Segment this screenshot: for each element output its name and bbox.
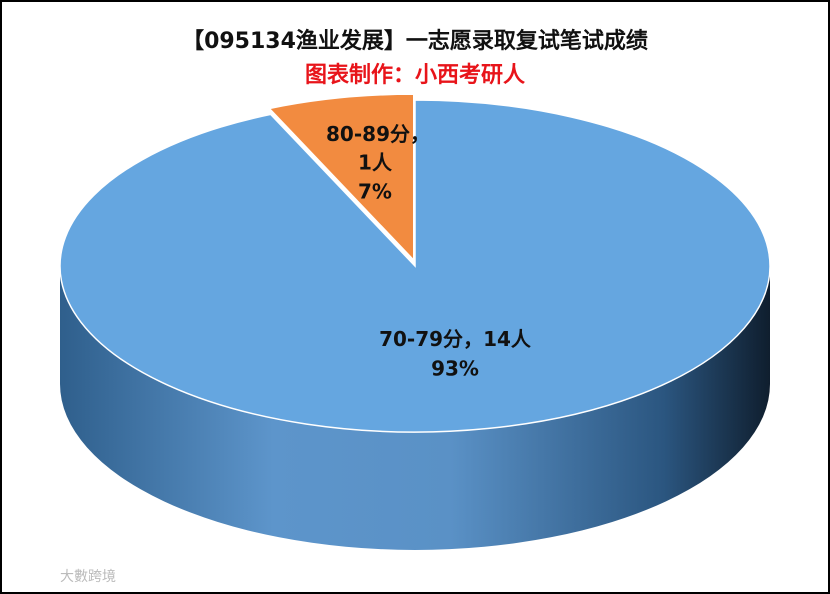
data-label: 80-89分， — [326, 122, 430, 146]
chart-subtitle: 图表制作：小西考研人 — [305, 63, 525, 88]
pie-slice — [267, 93, 415, 263]
pie-slice — [59, 99, 771, 433]
data-label: 70-79分，14人 — [379, 327, 532, 351]
chart-title: 【095134渔业发展】一志愿录取复试笔试成绩 — [182, 28, 648, 54]
pie-side — [60, 266, 770, 550]
category-label: 80-89分 — [326, 122, 410, 146]
category-label: 70-79分 — [379, 327, 463, 351]
percent-label: 7% — [358, 180, 392, 204]
value-label: 1人 — [358, 151, 393, 175]
value-label: 14人 — [483, 327, 532, 351]
separator: ， — [463, 327, 483, 351]
separator: ， — [410, 122, 430, 146]
watermark: 大數跨境 — [60, 569, 116, 585]
percent-label: 93% — [431, 357, 479, 381]
